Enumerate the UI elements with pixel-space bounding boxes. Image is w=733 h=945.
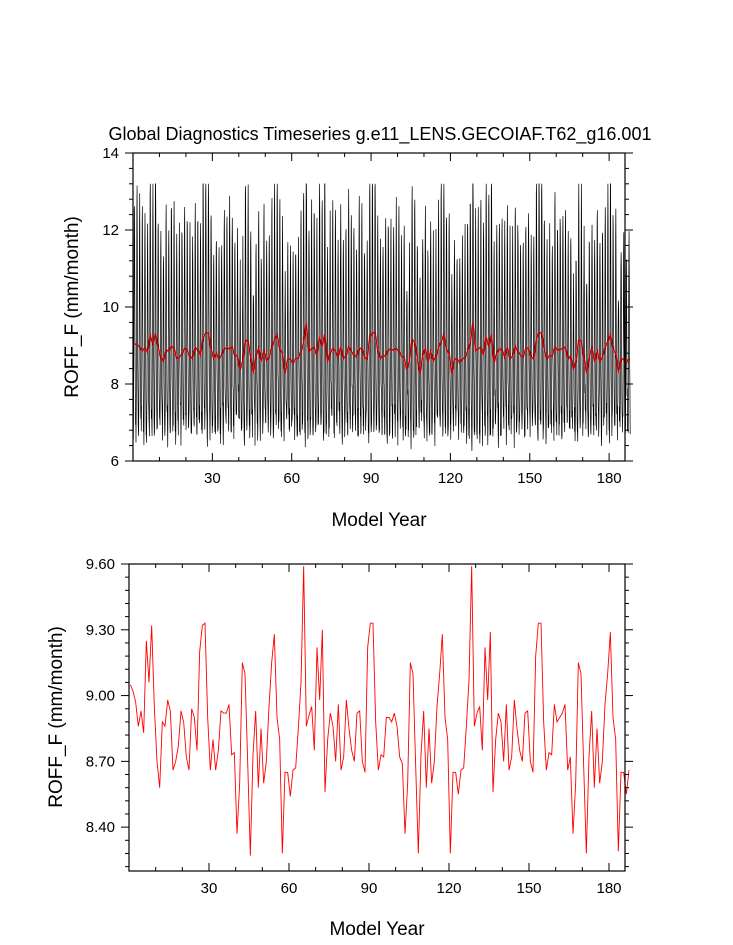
x-tick-label: 60: [283, 470, 300, 487]
y-tick-label: 14: [102, 145, 119, 162]
annual-mean-line: [129, 566, 630, 856]
x-tick-label: 150: [517, 470, 542, 487]
x-tick-label: 150: [516, 880, 541, 897]
y-tick-label: 12: [102, 222, 119, 239]
y-axis-label: ROFF_F (mm/month): [46, 626, 67, 808]
annual-mean-line: [134, 322, 630, 374]
chart-title: Global Diagnostics Timeseries g.e11_LENS…: [109, 124, 652, 145]
x-tick-label: 60: [281, 880, 298, 897]
y-axis-label: ROFF_F (mm/month): [62, 216, 83, 398]
x-tick-label: 30: [201, 880, 218, 897]
axis-ticks: 30 60 90 120 150 180 8.40 8.70 9.00 9.30 9.60: [86, 556, 633, 897]
x-tick-label: 180: [597, 470, 622, 487]
y-tick-label: 8: [111, 376, 119, 393]
x-tick-label: 120: [436, 880, 461, 897]
y-tick-label: 6: [111, 453, 119, 470]
x-tick-label: 120: [438, 470, 463, 487]
y-tick-label: 9.60: [86, 556, 115, 573]
x-tick-label: 30: [204, 470, 221, 487]
x-tick-label: 180: [596, 880, 621, 897]
x-axis-label: Model Year: [331, 510, 427, 531]
plot-area: [132, 183, 631, 451]
timeseries-chart-top: Global Diagnostics Timeseries g.e11_LENS…: [62, 124, 651, 531]
y-tick-label: 10: [102, 299, 119, 316]
y-tick-label: 8.40: [86, 819, 115, 836]
axis-ticks: 30 60 90 120 150 180 6 8 10 12 14: [102, 145, 633, 487]
y-tick-label: 9.00: [86, 688, 115, 705]
y-tick-label: 8.70: [86, 753, 115, 770]
annual-mean-chart-bottom: 30 60 90 120 150 180 8.40 8.70 9.00 9.30 9.60 Mode…: [46, 556, 633, 940]
y-tick-label: 9.30: [86, 622, 115, 639]
x-tick-label: 90: [363, 470, 380, 487]
x-tick-label: 90: [361, 880, 378, 897]
x-axis-label: Model Year: [329, 919, 425, 940]
plot-area: [129, 566, 630, 856]
monthly-series-line: [132, 183, 631, 451]
plot-frame: [128, 563, 626, 872]
